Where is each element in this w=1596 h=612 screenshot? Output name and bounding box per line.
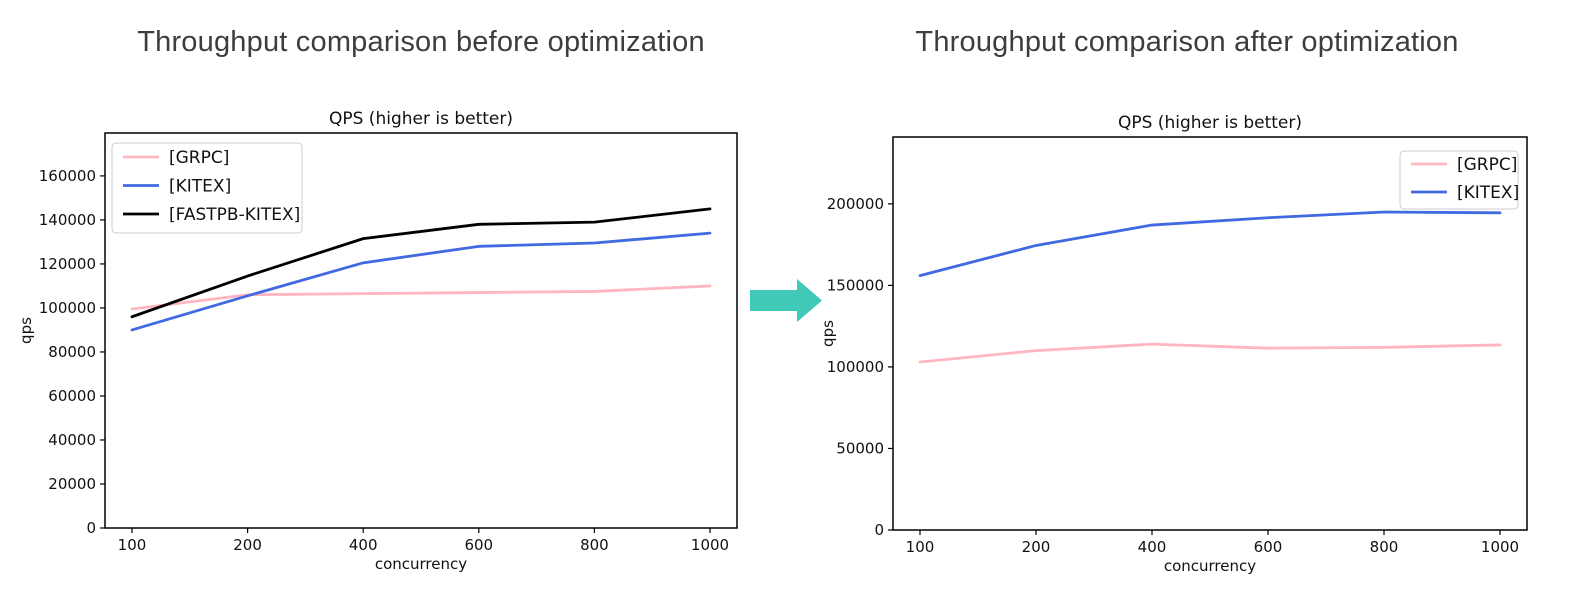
y-tick-label: 50000 — [836, 439, 884, 457]
y-tick-label: 160000 — [39, 167, 96, 185]
x-tick-label: 400 — [1138, 538, 1167, 556]
series-line-kitex — [918, 210, 1502, 278]
y-axis-label: qps — [819, 320, 837, 347]
legend-label: [GRPC] — [169, 148, 229, 168]
right-arrow-icon — [750, 279, 822, 322]
after-optimization-title: Throughput comparison after optimization — [915, 26, 1459, 58]
legend-label: [FASTPB-KITEX] — [169, 205, 300, 225]
x-tick-label: 200 — [233, 536, 262, 554]
before-optimization-title: Throughput comparison before optimizatio… — [137, 26, 705, 58]
legend-label: [KITEX] — [1457, 183, 1519, 203]
x-axis-label: concurrency — [1164, 557, 1256, 575]
x-tick-label: 600 — [464, 536, 493, 554]
series-line-grpc — [130, 284, 712, 311]
y-tick-label: 20000 — [48, 475, 96, 493]
x-tick-label: 400 — [349, 536, 378, 554]
legend-label: [GRPC] — [1457, 155, 1517, 175]
y-tick-label: 140000 — [39, 211, 96, 229]
x-tick-label: 800 — [1370, 538, 1399, 556]
x-tick-label: 800 — [580, 536, 609, 554]
y-tick-label: 100000 — [39, 299, 96, 317]
legend-box — [111, 142, 303, 234]
x-tick-label: 200 — [1022, 538, 1051, 556]
y-tick-label: 150000 — [827, 276, 884, 294]
y-tick-label: 0 — [874, 521, 884, 539]
y-tick-label: 80000 — [48, 343, 96, 361]
x-tick-label: 1000 — [691, 536, 729, 554]
x-tick-label: 600 — [1254, 538, 1283, 556]
x-axis-label: concurrency — [375, 555, 467, 573]
y-tick-label: 60000 — [48, 387, 96, 405]
y-axis-label: qps — [17, 317, 35, 344]
y-tick-label: 40000 — [48, 431, 96, 449]
x-tick-label: 100 — [118, 536, 147, 554]
transition-arrow — [750, 279, 822, 322]
y-tick-label: 100000 — [827, 358, 884, 376]
y-tick-label: 0 — [86, 519, 96, 537]
chart-title: QPS (higher is better) — [329, 109, 513, 129]
legend-label: [KITEX] — [169, 177, 231, 197]
x-tick-label: 1000 — [1481, 538, 1519, 556]
series-line-grpc — [918, 342, 1502, 364]
y-tick-label: 200000 — [827, 195, 884, 213]
series-line-fastpb-kitex — [130, 207, 712, 319]
chart-before-optimization: 0 20000 40000 60000 80000 100000 120000 140000 1… — [17, 109, 738, 573]
chart-title: QPS (higher is better) — [1118, 113, 1302, 133]
x-tick-label: 100 — [906, 538, 935, 556]
series-line-kitex — [130, 231, 712, 332]
y-tick-label: 120000 — [39, 255, 96, 273]
legend-box — [1399, 150, 1519, 210]
